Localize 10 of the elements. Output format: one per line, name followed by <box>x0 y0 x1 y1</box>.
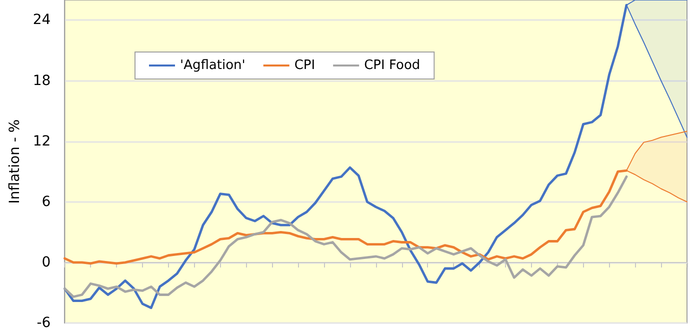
y-tick-label: 6 <box>42 194 51 210</box>
y-tick-label: 24 <box>32 12 51 28</box>
legend-label: CPI <box>294 58 316 73</box>
y-tick-label: -6 <box>36 315 51 331</box>
legend-label: 'Agflation' <box>180 58 246 73</box>
y-tick-label: 18 <box>32 72 51 89</box>
legend-label: CPI Food <box>364 58 420 73</box>
y-axis-title: Inflation - % <box>7 119 23 204</box>
y-tick-label: 12 <box>32 133 51 150</box>
y-tick-label: 0 <box>42 254 51 270</box>
